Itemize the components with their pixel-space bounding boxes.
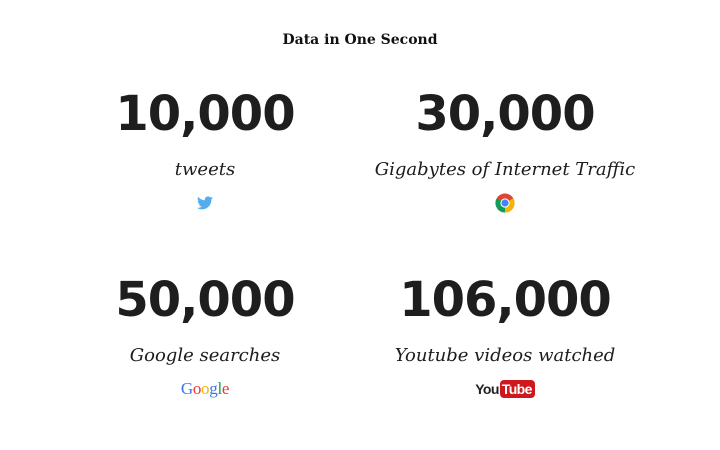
- stat-google-searches: 50,000 Google searches Google: [45, 272, 365, 402]
- google-logo-letter: e: [221, 379, 230, 398]
- stat-label: Youtube videos watched: [394, 345, 616, 366]
- stat-value: 30,000: [415, 86, 595, 142]
- chrome-icon: [495, 193, 515, 213]
- stat-value: 10,000: [115, 86, 295, 142]
- stat-tweets: 10,000 tweets: [45, 86, 365, 216]
- google-logo-letter: g: [209, 379, 218, 398]
- stat-value: 50,000: [115, 272, 295, 328]
- google-logo: Google: [180, 379, 230, 399]
- google-logo-letter: o: [192, 379, 202, 398]
- youtube-logo-you: You: [475, 381, 499, 397]
- google-logo-letter: G: [180, 379, 193, 398]
- google-logo-letter: o: [201, 379, 210, 398]
- stat-internet-traffic: 30,000 Gigabytes of Internet Traffic: [345, 86, 665, 216]
- youtube-logo: You Tube: [475, 380, 535, 398]
- page-title: Data in One Second: [282, 32, 438, 48]
- twitter-bird-icon: [197, 196, 213, 210]
- google-logo-letter: l: [217, 379, 222, 398]
- stat-value: 106,000: [399, 272, 612, 328]
- youtube-logo-tube: Tube: [499, 380, 535, 398]
- stat-youtube-videos: 106,000 Youtube videos watched You Tube: [345, 272, 665, 402]
- stat-label: Google searches: [129, 345, 281, 366]
- stat-label: tweets: [174, 159, 236, 180]
- stat-label: Gigabytes of Internet Traffic: [374, 159, 636, 180]
